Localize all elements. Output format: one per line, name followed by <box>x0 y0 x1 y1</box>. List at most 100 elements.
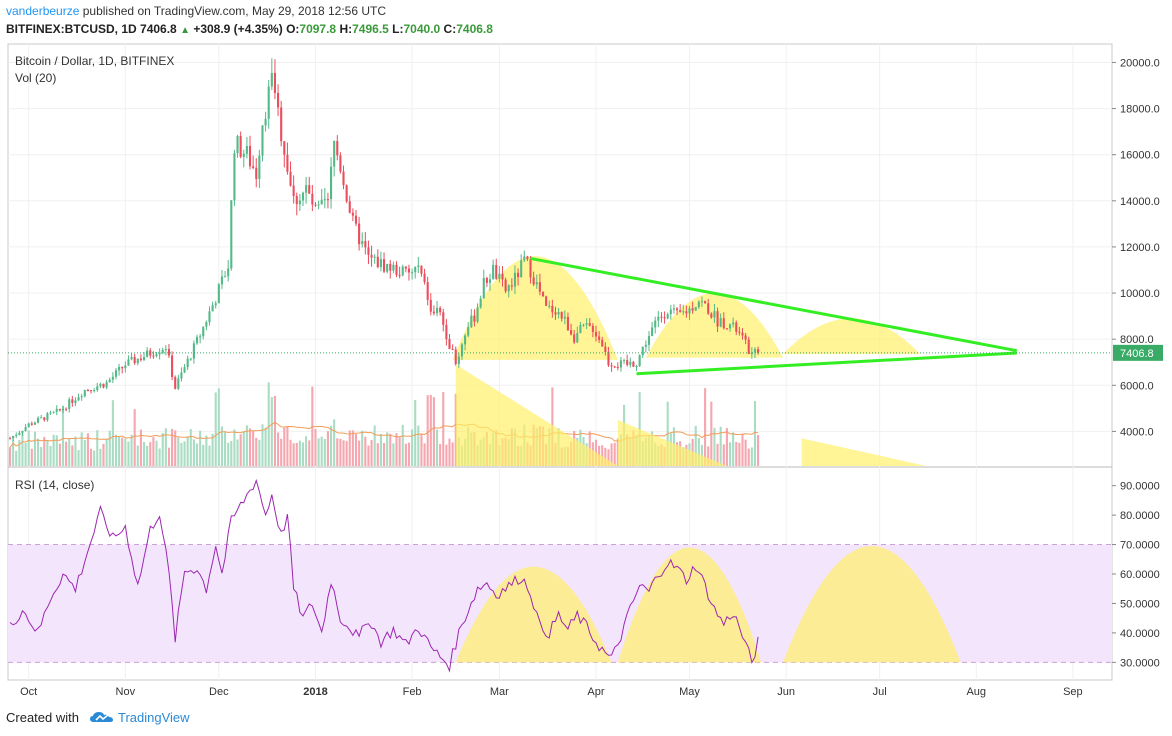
candle-body[interactable] <box>738 331 741 333</box>
candle-body[interactable] <box>448 339 451 350</box>
candle-body[interactable] <box>111 376 114 380</box>
candle-body[interactable] <box>601 339 604 347</box>
candle-body[interactable] <box>523 256 526 261</box>
candle-body[interactable] <box>622 360 626 362</box>
candle-body[interactable] <box>167 348 171 356</box>
candle-body[interactable] <box>732 322 735 325</box>
candle-body[interactable] <box>429 299 432 312</box>
candle-body[interactable] <box>411 272 414 274</box>
candle-body[interactable] <box>476 307 479 322</box>
candle-body[interactable] <box>295 196 298 205</box>
candle-body[interactable] <box>139 358 142 360</box>
candle-body[interactable] <box>641 346 644 356</box>
candle-body[interactable] <box>744 335 747 340</box>
candle-body[interactable] <box>704 301 707 304</box>
candle-body[interactable] <box>180 372 183 379</box>
candle-body[interactable] <box>532 277 535 285</box>
candle-body[interactable] <box>33 422 36 425</box>
candle-body[interactable] <box>158 352 161 355</box>
candle-body[interactable] <box>46 413 49 421</box>
candle-body[interactable] <box>716 311 719 327</box>
candle-body[interactable] <box>230 200 233 269</box>
candle-body[interactable] <box>675 308 679 311</box>
candle-body[interactable] <box>326 199 329 201</box>
candle-body[interactable] <box>535 282 538 285</box>
candle-body[interactable] <box>570 330 573 335</box>
candle-body[interactable] <box>18 432 21 435</box>
candle-body[interactable] <box>688 308 691 314</box>
candle-body[interactable] <box>454 349 457 365</box>
candle-body[interactable] <box>560 312 563 319</box>
candle-body[interactable] <box>654 320 657 328</box>
candle-body[interactable] <box>504 279 507 292</box>
candle-body[interactable] <box>152 355 155 357</box>
candle-body[interactable] <box>398 274 401 276</box>
candle-body[interactable] <box>585 323 588 325</box>
candle-body[interactable] <box>651 327 654 337</box>
candle-body[interactable] <box>258 155 261 179</box>
candle-body[interactable] <box>426 282 429 300</box>
candle-body[interactable] <box>24 427 27 431</box>
candle-body[interactable] <box>473 315 476 322</box>
candle-body[interactable] <box>37 417 40 423</box>
candle-body[interactable] <box>155 354 158 357</box>
candle-body[interactable] <box>629 361 632 365</box>
candle-body[interactable] <box>55 408 58 412</box>
candle-body[interactable] <box>136 358 139 364</box>
candle-body[interactable] <box>635 366 638 368</box>
candle-body[interactable] <box>386 263 389 272</box>
candle-body[interactable] <box>467 327 470 336</box>
candle-body[interactable] <box>301 192 305 201</box>
candle-body[interactable] <box>114 370 118 377</box>
candle-body[interactable] <box>77 397 80 401</box>
candle-body[interactable] <box>370 254 373 258</box>
candle-body[interactable] <box>420 265 423 274</box>
candle-body[interactable] <box>588 323 591 326</box>
candle-body[interactable] <box>563 316 566 319</box>
candle-body[interactable] <box>80 396 83 398</box>
candle-body[interactable] <box>121 366 124 369</box>
candle-body[interactable] <box>277 92 280 108</box>
candle-body[interactable] <box>214 303 217 306</box>
candle-body[interactable] <box>373 256 376 258</box>
candle-body[interactable] <box>435 307 439 314</box>
candle-body[interactable] <box>638 355 641 367</box>
candle-body[interactable] <box>199 336 202 338</box>
candle-body[interactable] <box>333 140 336 167</box>
candle-body[interactable] <box>616 367 619 369</box>
candle-body[interactable] <box>470 315 473 328</box>
candle-body[interactable] <box>83 389 86 397</box>
candle-body[interactable] <box>610 365 613 367</box>
candle-body[interactable] <box>498 273 501 279</box>
candle-body[interactable] <box>93 390 96 392</box>
candle-body[interactable] <box>342 171 345 186</box>
candle-body[interactable] <box>161 349 164 353</box>
candle-body[interactable] <box>501 273 504 280</box>
candle-body[interactable] <box>520 260 523 278</box>
candle-body[interactable] <box>311 193 314 205</box>
candle-body[interactable] <box>298 200 301 205</box>
candle-body[interactable] <box>507 285 510 292</box>
candle-body[interactable] <box>672 308 675 310</box>
candle-body[interactable] <box>414 267 417 273</box>
candle-body[interactable] <box>619 360 622 368</box>
author-link[interactable]: vanderbeurze <box>6 4 80 18</box>
candle-body[interactable] <box>647 336 651 345</box>
candle-body[interactable] <box>548 305 551 307</box>
candle-body[interactable] <box>255 167 258 179</box>
candle-body[interactable] <box>273 72 276 93</box>
candle-body[interactable] <box>61 408 65 411</box>
candle-body[interactable] <box>417 265 420 268</box>
candle-body[interactable] <box>345 185 348 202</box>
candle-body[interactable] <box>211 305 214 312</box>
candle-body[interactable] <box>305 185 308 193</box>
candle-body[interactable] <box>245 146 248 154</box>
candle-body[interactable] <box>127 359 130 366</box>
candle-body[interactable] <box>598 336 601 340</box>
candle-body[interactable] <box>358 223 361 245</box>
candle-body[interactable] <box>15 434 18 436</box>
candle-body[interactable] <box>685 311 688 314</box>
candle-body[interactable] <box>722 318 725 329</box>
candle-body[interactable] <box>330 166 333 200</box>
candle-body[interactable] <box>464 335 467 345</box>
